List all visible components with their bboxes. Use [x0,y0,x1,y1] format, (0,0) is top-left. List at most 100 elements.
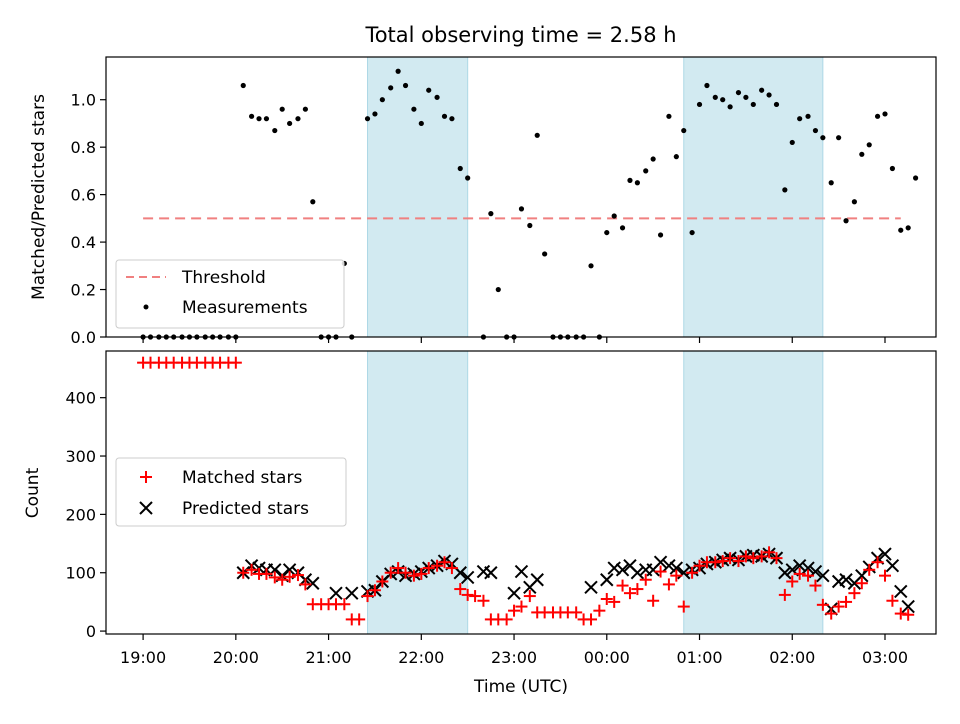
matched-star-point [422,562,435,575]
predicted-star-point [901,599,915,614]
measurement-point [302,106,308,112]
measurement-point [604,229,610,236]
measurement-point [418,120,424,127]
predicted-star-point [778,566,792,580]
bottom-y-tick-label: 0 [86,622,96,641]
measurement-point [240,82,246,89]
bottom-legend: Matched stars Predicted stars [115,457,347,527]
matched-star-point [384,566,397,579]
matched-star-point [353,613,366,626]
matched-star-point [871,556,884,569]
matched-star-point [662,578,675,591]
matched-star-point [237,566,250,579]
matched-star-point [570,606,583,619]
measurement-point [402,82,409,89]
matched-star-point [894,607,907,620]
matched-star-point [825,607,838,620]
predicted-star-point [878,547,892,561]
measurement-point [712,94,718,100]
predicted-star-point [329,586,343,600]
predicted-star-point [894,584,908,599]
matched-star-point [299,578,312,591]
matched-star-point [593,604,606,617]
matched-star-point [639,573,652,586]
matched-star-point [863,563,876,576]
measurement-point [912,175,919,181]
measurement-point [766,92,772,98]
measurement-point [727,104,733,110]
matched-star-point [268,571,281,584]
x-tick-label: 03:00 [862,648,908,667]
matched-star-point [445,562,458,575]
measurement-point [434,94,440,100]
matched-star-point [392,562,405,575]
predicted-star-point [584,580,598,595]
measurement-point [495,286,501,293]
bottom-y-tick-label: 100 [65,564,96,583]
matched-star-point [399,566,412,579]
bottom-y-tick-label: 400 [65,389,96,408]
matched-star-point [724,552,737,565]
measurement-point [673,154,679,160]
matched-star-point [515,600,528,613]
predicted-star-point [306,576,320,590]
matched-star-point [832,600,845,613]
measurement-point [681,127,687,134]
x-tick-label: 02:00 [769,648,815,667]
predicted-star-point [630,566,645,580]
predicted-star-point [662,559,676,573]
measurement-point [287,120,293,127]
top-y-axis-label: Matched/Predicted stars [29,94,49,300]
measurement-point [272,127,278,134]
measurement-point [263,116,270,122]
matched-star-point [886,594,899,607]
matched-star-point [608,595,621,608]
matched-star-point [585,613,598,626]
measurement-point [898,227,904,233]
predicted-star-point [677,566,691,580]
matched-star-point [407,569,420,582]
bottom-y-tick-label: 200 [65,505,96,524]
matched-star-point [469,590,482,603]
matched-star-point [763,546,776,559]
measurement-point [379,97,385,103]
shaded-interval [683,56,824,338]
top-y-tick-label: 0.0 [71,328,96,347]
predicted-star-point [885,559,900,573]
matched-star-point [616,579,629,592]
figure-title: Total observing time = 2.58 h [364,23,676,47]
measurement-point [905,225,911,231]
measurement-point [820,135,826,141]
bottom-y-axis-label: Count [23,467,43,518]
measurement-point [542,251,548,257]
legend-matched-label: Matched stars [182,468,302,488]
matched-star-point [770,552,783,565]
predicted-star-point [282,563,297,577]
predicted-star-point [816,568,830,583]
predicted-star-point [514,564,529,579]
matched-star-point [631,583,644,596]
matched-star-point [755,550,768,563]
measurement-point [750,101,756,108]
matched-star-point [878,569,891,582]
legend-matched-swatch [140,471,152,483]
x-tick-label: 19:00 [120,648,166,667]
bottom-axes-frame [105,350,937,635]
measurement-point [657,232,664,238]
matched-star-point [438,556,451,569]
matched-star-point [693,559,706,572]
measurement-point [364,116,371,122]
bottom-legend-box [115,457,347,527]
predicted-star-point [345,586,359,600]
measurement-point [411,106,417,112]
matched-star-point [508,604,521,617]
measurement-point [866,142,872,148]
matched-star-point [670,569,683,582]
measurement-point [805,113,811,119]
matched-star-point [677,600,690,613]
measurement-point [843,218,849,224]
x-tick-label: 01:00 [676,648,722,667]
measurement-point [666,113,672,119]
measurement-point [449,116,455,122]
matched-star-point [361,590,374,603]
